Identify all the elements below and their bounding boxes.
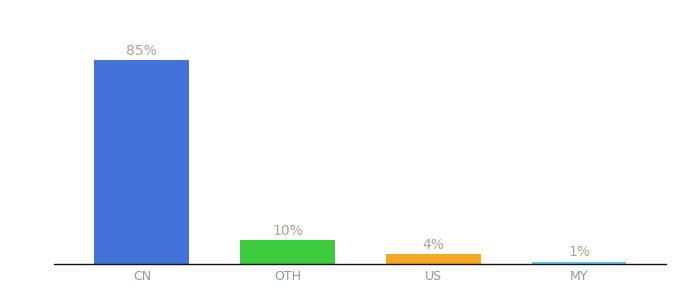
Text: 10%: 10% [272, 224, 303, 238]
Text: 85%: 85% [126, 44, 157, 58]
Bar [532, 262, 626, 264]
Bar [240, 240, 335, 264]
Text: 1%: 1% [568, 245, 590, 259]
Bar [95, 60, 189, 264]
Bar [386, 254, 481, 264]
Text: 4%: 4% [422, 238, 444, 252]
